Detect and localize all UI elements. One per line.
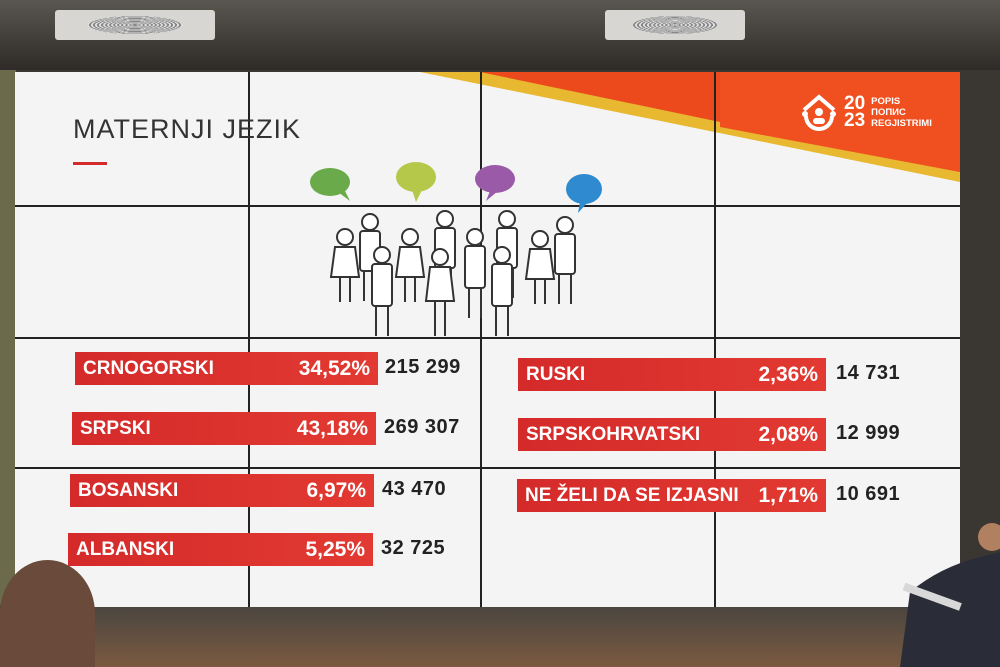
language-name: ALBANSKI: [76, 538, 175, 560]
language-percent: 2,36%: [758, 362, 818, 386]
speech-bubble-icon: [566, 174, 602, 213]
grid-line: [15, 337, 960, 339]
wall: [0, 70, 16, 610]
ceiling-vent: [55, 10, 215, 40]
audience-head: [0, 560, 95, 667]
title-underline: [73, 162, 107, 165]
speech-bubble-icon: [475, 165, 515, 201]
people-illustration: [310, 162, 602, 336]
language-name: NE ŽELI DA SE IZJASNI: [525, 484, 739, 506]
speech-bubble-icon: [396, 162, 436, 202]
grid-line: [248, 72, 250, 607]
grid-line: [480, 72, 482, 607]
corner-decoration: [420, 72, 960, 182]
language-count: 14 731: [836, 362, 901, 384]
logo-word: POPIS: [871, 95, 901, 107]
logo-word: REGJISTRIMI: [871, 117, 932, 129]
language-name: RUSKI: [526, 363, 586, 385]
house-logo-icon: [802, 94, 836, 131]
slide-title: MATERNJI JEZIK: [73, 114, 302, 144]
language-percent: 5,25%: [305, 537, 365, 561]
logo-year-top: 20: [844, 93, 866, 114]
language-name: CRNOGORSKI: [83, 357, 214, 379]
ceiling-vent: [605, 10, 745, 40]
language-count: 10 691: [836, 483, 901, 505]
language-percent: 34,52%: [298, 356, 370, 380]
language-count: 43 470: [382, 478, 447, 500]
language-name: BOSANSKI: [78, 479, 179, 501]
language-name: SRPSKOHRVATSKI: [526, 423, 701, 445]
language-bar: BOSANSKI 6,97%: [70, 474, 374, 507]
language-bar: SRPSKOHRVATSKI 2,08%: [518, 418, 826, 451]
census-logo: 20 23 POPIS ПОПИС REGJISTRIMI: [800, 92, 932, 132]
logo-word: ПОПИС: [871, 106, 906, 118]
language-percent: 6,97%: [306, 478, 366, 502]
grid-line: [714, 72, 716, 607]
grid-line: [15, 205, 960, 207]
language-name: SRPSKI: [80, 417, 151, 439]
language-count: 215 299: [385, 356, 461, 378]
language-count: 269 307: [384, 416, 460, 438]
floor: [0, 605, 1000, 667]
logo-year-bottom: 23: [844, 110, 866, 131]
presentation-screen: MATERNJI JEZIK 20 23 POPIS ПОПИС REGJISTR…: [15, 72, 960, 607]
language-bar: RUSKI 2,36%: [518, 358, 826, 391]
grid-line: [15, 467, 960, 469]
ceiling: [0, 0, 1000, 70]
language-count: 32 725: [381, 537, 446, 559]
language-percent: 1,71%: [758, 483, 818, 507]
language-percent: 2,08%: [758, 422, 818, 446]
language-bar: ALBANSKI 5,25%: [68, 533, 373, 566]
language-percent: 43,18%: [296, 416, 368, 440]
seated-person: [900, 523, 1000, 667]
language-count: 12 999: [836, 422, 901, 444]
language-bar: SRPSKI 43,18%: [72, 412, 376, 445]
speech-bubble-icon: [310, 168, 350, 201]
language-bar: NE ŽELI DA SE IZJASNI 1,71%: [517, 479, 826, 512]
language-bar: CRNOGORSKI 34,52%: [75, 352, 378, 385]
